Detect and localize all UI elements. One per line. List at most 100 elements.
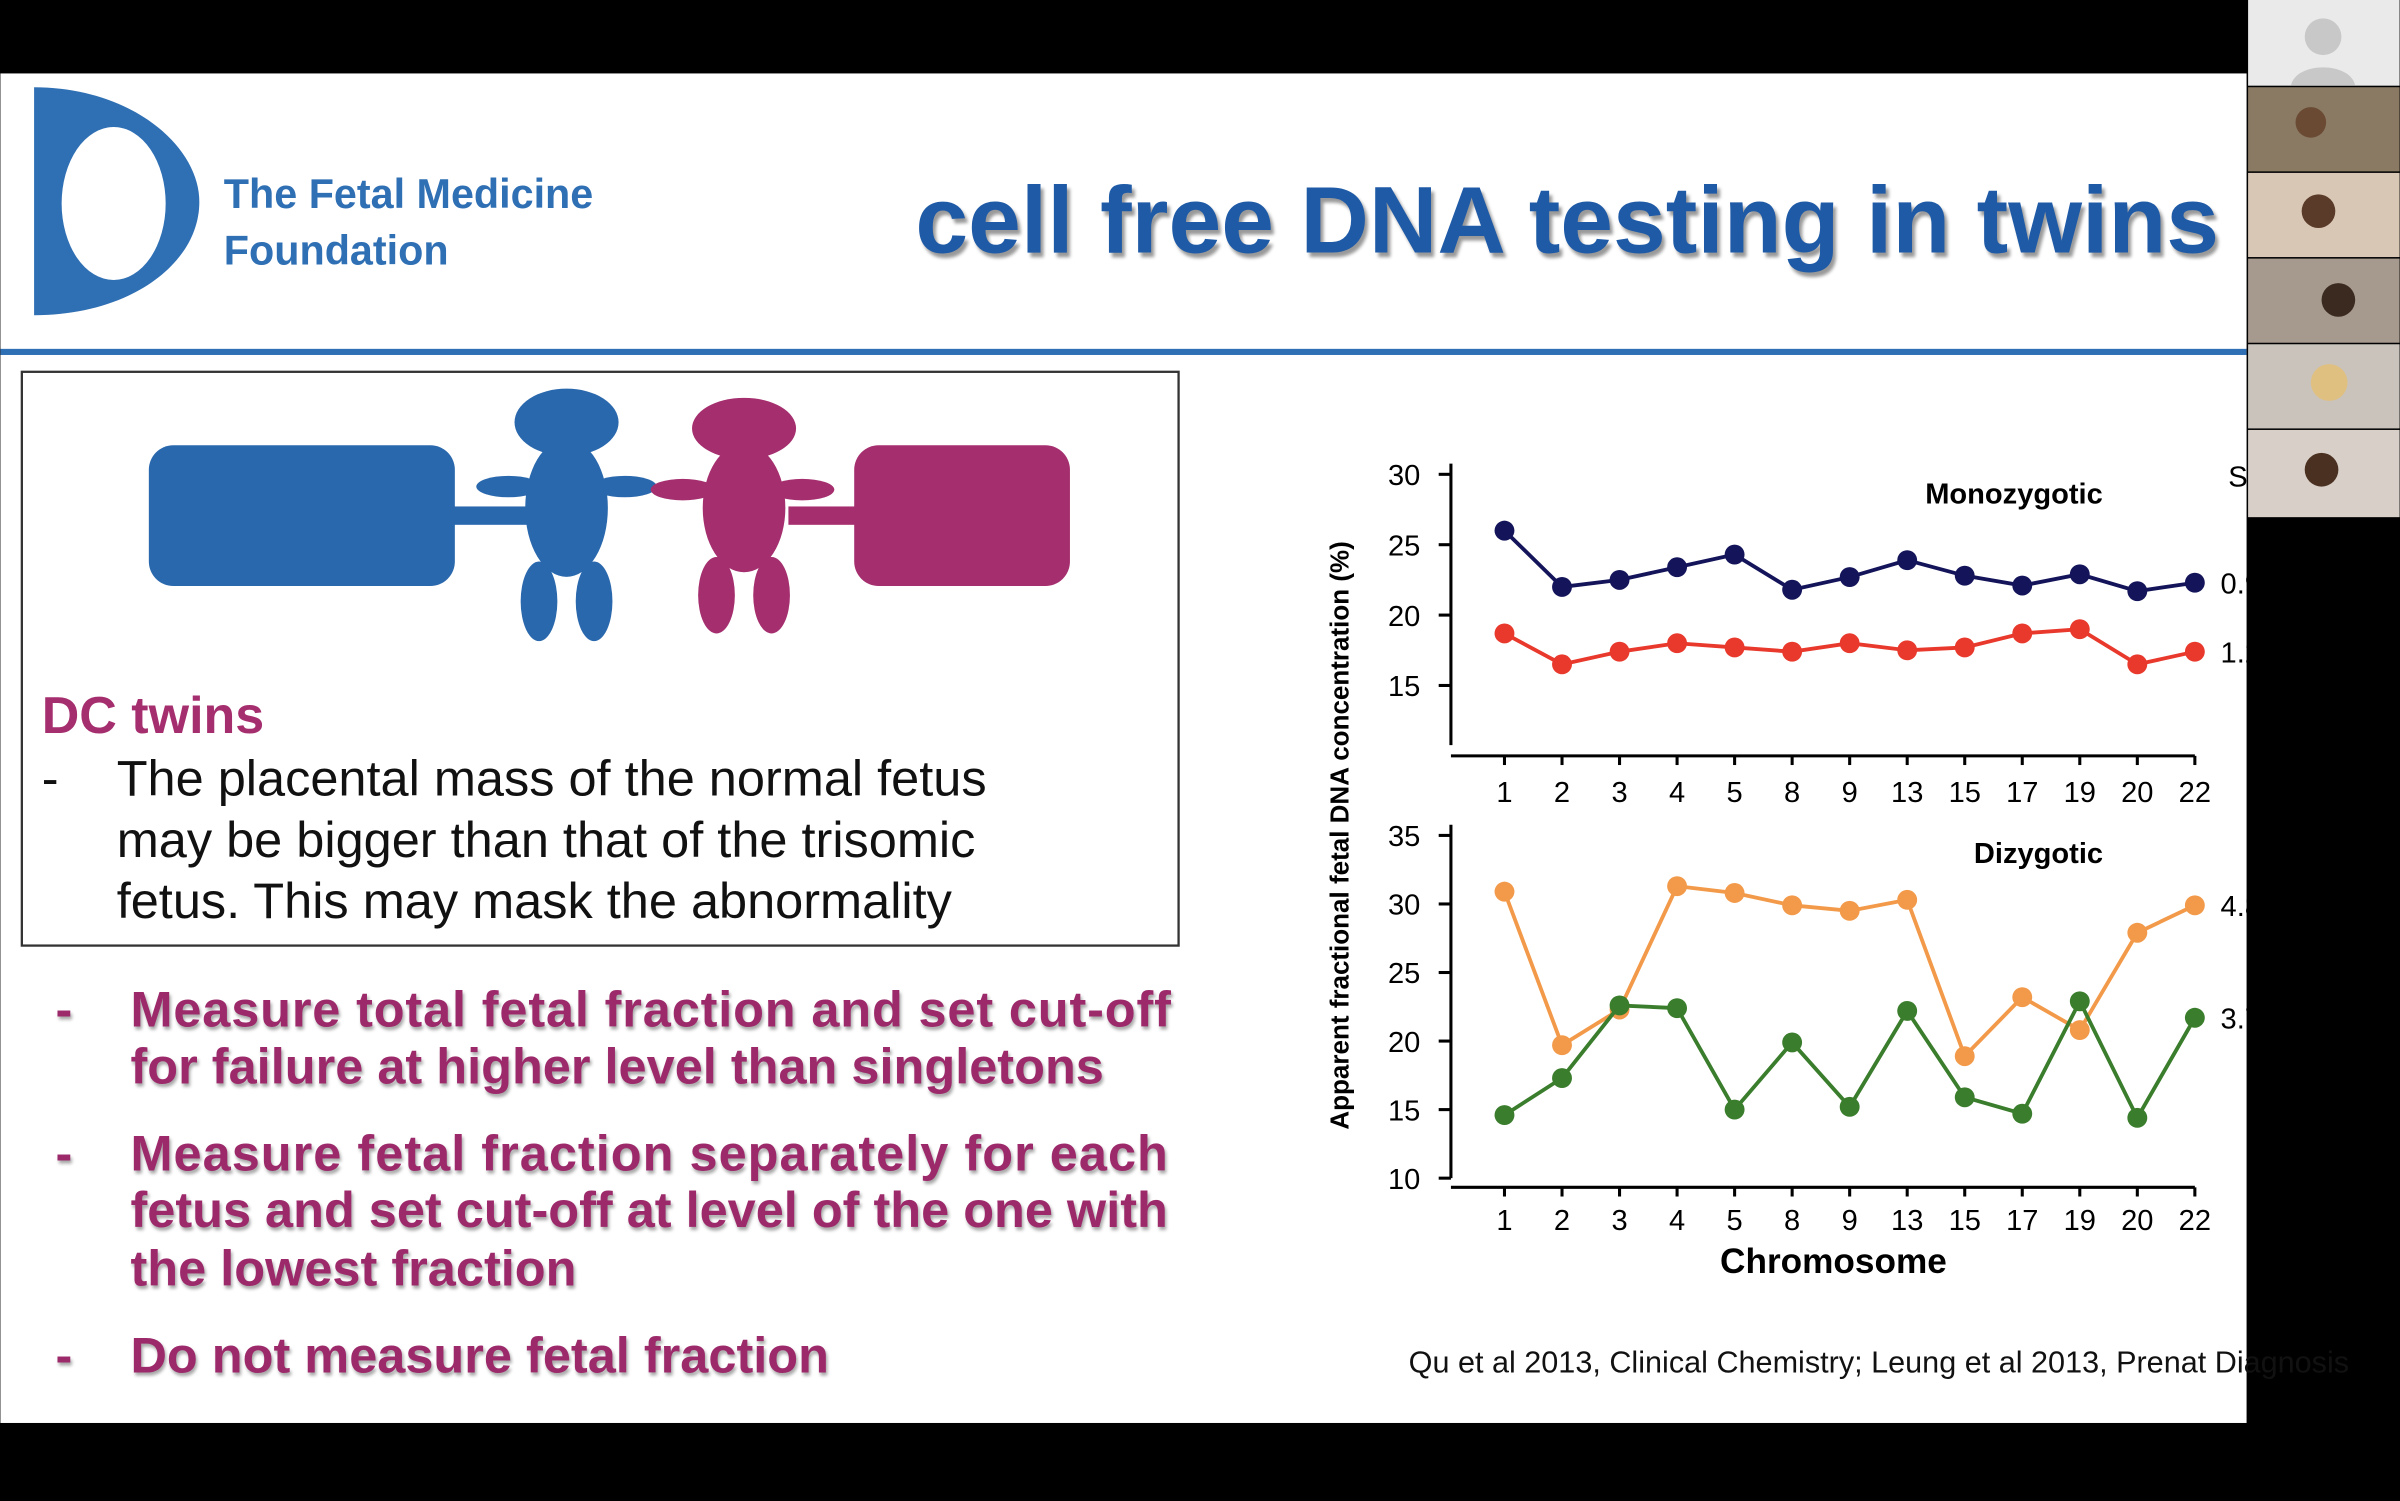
- data-point: [1839, 900, 1860, 921]
- slide-fragment: S: [2228, 462, 2247, 494]
- data-point: [1724, 1099, 1745, 1120]
- series-annotation: 1.27: [2221, 637, 2278, 669]
- box-heading: DC twins: [42, 687, 265, 745]
- person: [2301, 194, 2336, 228]
- fetus: [520, 561, 558, 642]
- data-point: [2012, 575, 2033, 596]
- x-tick-label: 8: [1784, 1205, 1800, 1237]
- data-point: [1724, 544, 1745, 565]
- data-point: [1954, 1046, 1975, 1067]
- x-tick-label: 20: [2121, 777, 2153, 809]
- bullet-line: the lowest fraction: [130, 1239, 576, 1296]
- chart-title: Dizygotic: [1974, 838, 2103, 870]
- x-tick-label: 19: [2064, 1205, 2096, 1237]
- data-point: [2012, 987, 2033, 1008]
- slide-title: cell free DNA testing in twins: [915, 167, 2219, 273]
- citation: Qu et al 2013, Clinical Chemistry; Leung…: [1409, 1345, 2349, 1379]
- bullet-marker: -: [56, 981, 73, 1038]
- data-point: [2069, 564, 2090, 585]
- avatar: [2290, 67, 2356, 86]
- data-point: [1552, 1035, 1572, 1056]
- bullet-line: Measure total fetal fraction and set cut…: [130, 981, 1171, 1038]
- bullet-line: Measure fetal fraction separately for ea…: [130, 1125, 1167, 1182]
- data-point: [1494, 881, 1515, 902]
- fetus: [770, 478, 835, 501]
- data-point: [1782, 1032, 1803, 1053]
- box-line: fetus. This may mask the abnormality: [117, 872, 953, 929]
- fetus: [692, 397, 797, 460]
- data-point: [2127, 581, 2148, 602]
- text-box: [20, 370, 1180, 947]
- fetus: [753, 556, 790, 634]
- data-point: [2127, 654, 2148, 675]
- data-point: [2127, 1107, 2148, 1128]
- box-line: may be bigger than that of the trisomic: [117, 811, 976, 868]
- bullet-marker: -: [56, 1125, 73, 1182]
- fetus: [698, 556, 735, 634]
- logo-text: The Fetal Medicine: [224, 171, 593, 217]
- data-point: [1667, 633, 1688, 654]
- data-point: [1897, 1000, 1918, 1021]
- x-tick-label: 17: [2006, 1205, 2038, 1237]
- x-tick-label: 22: [2179, 777, 2211, 809]
- data-point: [2184, 641, 2205, 662]
- y-axis-label: Apparent fractional fetal DNA concentrat…: [1324, 541, 1354, 1129]
- data-point: [2184, 572, 2205, 593]
- x-tick-label: 15: [1949, 1205, 1981, 1237]
- fetus: [575, 561, 613, 642]
- data-point: [1552, 654, 1572, 675]
- person: [2321, 283, 2356, 317]
- x-tick-label: 5: [1727, 777, 1743, 809]
- twins-illustration: [148, 388, 1070, 642]
- data-point: [1897, 550, 1918, 571]
- data-point: [1839, 633, 1860, 654]
- fetus: [514, 388, 619, 456]
- series-annotation: 0.95: [2221, 568, 2278, 600]
- y-tick-label: 25: [1388, 530, 1420, 562]
- logo-text: Foundation: [224, 228, 449, 274]
- data-point: [1782, 895, 1803, 916]
- data-point: [2069, 991, 2090, 1012]
- x-tick-label: 9: [1842, 777, 1858, 809]
- data-point: [1494, 1105, 1515, 1126]
- bullet-line: Do not measure fetal fraction: [130, 1326, 829, 1383]
- x-tick-label: 2: [1554, 1205, 1570, 1237]
- x-tick-label: 4: [1669, 777, 1685, 809]
- data-point: [1954, 637, 1975, 658]
- bullet-marker: -: [56, 1326, 73, 1383]
- data-point: [1609, 995, 1630, 1016]
- y-tick-label: 30: [1388, 460, 1420, 492]
- data-point: [2184, 1007, 2205, 1028]
- y-tick-label: 20: [1388, 1027, 1420, 1059]
- fetus: [702, 443, 786, 573]
- data-point: [1724, 883, 1745, 903]
- data-point: [2012, 623, 2033, 644]
- placenta: [854, 445, 1070, 587]
- data-point: [1839, 1096, 1860, 1117]
- data-point: [1609, 641, 1630, 662]
- x-tick-label: 15: [1949, 777, 1981, 809]
- data-point: [1667, 876, 1688, 897]
- x-tick-label: 19: [2064, 777, 2096, 809]
- x-tick-label: 3: [1611, 777, 1627, 809]
- y-tick-label: 25: [1388, 958, 1420, 990]
- x-tick-label: 9: [1842, 1205, 1858, 1237]
- y-tick-label: 30: [1388, 890, 1420, 922]
- cord: [451, 506, 544, 525]
- fetus: [525, 439, 608, 577]
- data-point: [1897, 889, 1918, 910]
- person: [2304, 452, 2339, 487]
- avatar: [2304, 18, 2342, 56]
- x-tick-label: 3: [1611, 1205, 1627, 1237]
- x-tick-label: 1: [1496, 1205, 1512, 1237]
- box-marker: -: [42, 750, 59, 807]
- y-tick-label: 15: [1388, 671, 1420, 703]
- fetus: [476, 475, 541, 498]
- data-point: [2069, 1020, 2090, 1041]
- fetus: [650, 478, 715, 501]
- x-tick-label: 8: [1784, 777, 1800, 809]
- slide: [0, 73, 2247, 1423]
- data-point: [1667, 998, 1688, 1019]
